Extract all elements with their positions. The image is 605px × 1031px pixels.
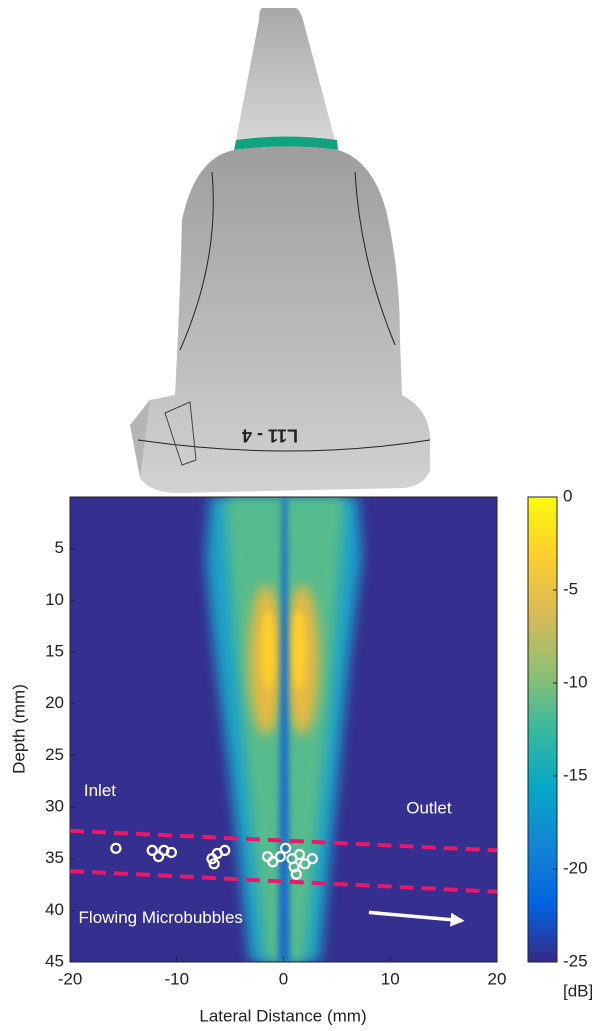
microbubble: [280, 842, 292, 854]
y-tick-label: 10: [45, 590, 64, 609]
y-tick-label: 20: [45, 693, 64, 712]
microbubble: [219, 844, 231, 857]
probe-line: [137, 439, 431, 452]
channel-wall: [69, 869, 498, 894]
x-tick-label: -10: [164, 969, 189, 988]
probe-body: [137, 146, 430, 493]
microbubble: [274, 850, 286, 863]
microbubble: [299, 858, 311, 870]
microbubble: [293, 848, 306, 861]
microbubble: [290, 868, 302, 880]
colorbar-label: [dB]: [563, 981, 593, 1000]
microbubble: [208, 858, 220, 870]
x-tick-label: 10: [381, 969, 400, 988]
flow-arrow: [368, 910, 465, 927]
probe-line: [164, 401, 197, 466]
x-tick-label: 20: [488, 969, 507, 988]
y-tick-label: 35: [45, 848, 64, 867]
colorbar-tick-label: -20: [563, 858, 588, 877]
microbubble: [153, 850, 165, 863]
microbubble: [306, 853, 318, 865]
colorbar-tick-label: -15: [563, 765, 588, 784]
beam-core: [292, 610, 306, 690]
annotation: Outlet: [406, 799, 452, 818]
y-axis-label: Depth (mm): [9, 684, 28, 774]
colorbar: [527, 496, 558, 963]
microbubble: [288, 861, 300, 873]
colorbar-tick-label: -5: [563, 579, 578, 598]
x-axis-label: Lateral Distance (mm): [199, 1006, 366, 1025]
y-tick-label: 45: [45, 951, 64, 970]
probe-line: [354, 171, 396, 346]
microbubble: [146, 844, 158, 857]
colorbar-tick-label: -10: [563, 672, 588, 691]
y-tick-label: 15: [45, 641, 64, 660]
probe-side: [130, 400, 150, 478]
y-tick-label: 25: [45, 745, 64, 764]
annotation: Flowing Microbubbles: [79, 908, 243, 927]
probe-label: L11 - 4: [242, 425, 298, 445]
microbubble: [267, 856, 279, 868]
beam-core: [261, 610, 275, 690]
microbubble: [165, 846, 178, 859]
probe-band: [234, 136, 338, 150]
y-tick-label: 40: [45, 900, 64, 919]
colorbar-tick-label: -25: [563, 951, 588, 970]
colorbar-tick-label: 0: [563, 486, 572, 505]
probe-line: [179, 171, 214, 351]
probe-neck: [236, 8, 335, 140]
channel-wall: [69, 828, 498, 853]
x-tick-label: 0: [279, 969, 288, 988]
y-tick-label: 5: [55, 538, 64, 557]
y-tick-label: 30: [45, 796, 64, 815]
probe: L11 - 4: [130, 8, 431, 493]
heatmap: [70, 497, 497, 962]
microbubble: [110, 842, 122, 854]
annotation: Inlet: [84, 781, 116, 800]
x-tick-label: -20: [58, 969, 83, 988]
